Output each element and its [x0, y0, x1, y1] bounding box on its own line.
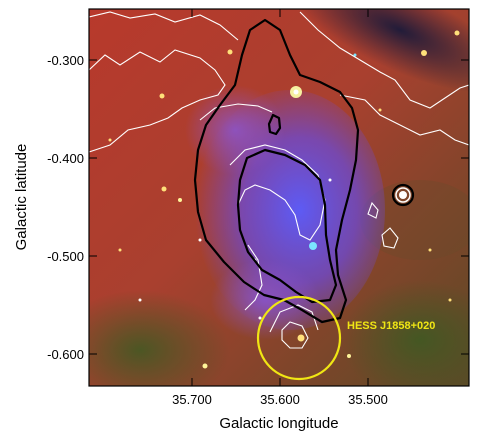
hess-source-label: HESS J1858+020: [347, 320, 435, 332]
plot-frame: [88, 8, 470, 387]
hess-source-circle: [256, 295, 342, 381]
x-axis-title: Galactic longitude: [219, 415, 338, 432]
sky-image: [89, 9, 469, 386]
star-field: [108, 30, 460, 369]
y-tick-label: -0.300: [47, 53, 84, 68]
y-tick-label: -0.400: [47, 151, 84, 166]
y-axis-title: Galactic latitude: [13, 144, 30, 251]
white-contours: [89, 11, 469, 349]
black-contours: [193, 18, 415, 324]
x-tick-label: 35.600: [260, 392, 300, 407]
y-tick-label: -0.600: [47, 347, 84, 362]
y-tick-label: -0.500: [47, 249, 84, 264]
x-tick-label: 35.500: [348, 392, 388, 407]
x-tick-label: 35.700: [172, 392, 212, 407]
x-axis: [191, 9, 369, 386]
y-axis: [89, 59, 469, 355]
